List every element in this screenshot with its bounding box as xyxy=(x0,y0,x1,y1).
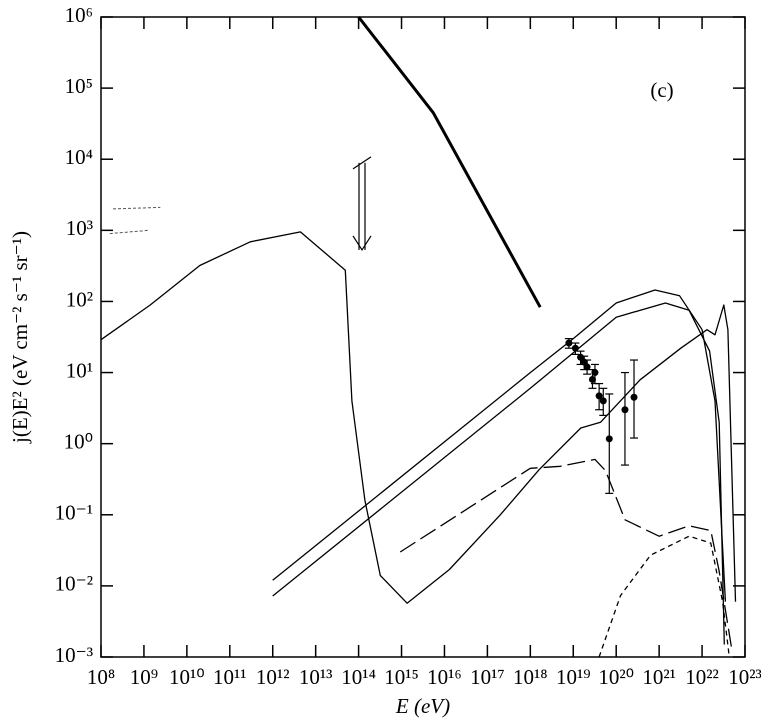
data-point xyxy=(583,363,591,371)
data-point xyxy=(599,397,607,405)
y-tick-label: 10⁵ xyxy=(65,74,93,98)
curve xyxy=(272,289,727,602)
y-axis-label: j(E)E² (eV cm⁻² s⁻¹ sr⁻¹) xyxy=(8,231,32,444)
data-point xyxy=(605,435,613,443)
y-tick-label: 10¹ xyxy=(66,358,93,382)
curve xyxy=(598,535,730,658)
data-point xyxy=(621,406,629,414)
x-tick-label: 10¹³ xyxy=(299,665,333,689)
x-tick-label: 10²³ xyxy=(728,665,761,689)
y-tick-label: 10⁰ xyxy=(64,429,93,453)
y-tick-label: 10⁻¹ xyxy=(55,501,93,525)
x-tick-label: 10¹⁸ xyxy=(513,665,548,689)
x-tick-label: 10¹⁵ xyxy=(384,665,419,689)
y-tick-label: 10⁶ xyxy=(65,3,93,27)
x-axis-label: E (eV) xyxy=(395,694,450,718)
x-tick-label: 10¹⁰ xyxy=(169,665,205,689)
y-tick-label: 10⁻³ xyxy=(55,643,93,667)
data-point xyxy=(595,392,603,400)
x-tick-label: 10¹⁴ xyxy=(341,665,376,689)
curve xyxy=(272,302,725,645)
plot-frame xyxy=(100,16,746,658)
x-tick-label: 10¹⁹ xyxy=(556,665,591,689)
data-point xyxy=(591,369,599,377)
upper-limit-arrow xyxy=(352,235,372,252)
y-tick-label: 10⁻² xyxy=(55,572,93,596)
data-point xyxy=(571,344,579,352)
x-tick-label: 10¹¹ xyxy=(213,665,247,689)
x-tick-label: 10¹⁷ xyxy=(470,665,505,689)
x-tick-label: 10⁸ xyxy=(87,665,115,689)
data-point xyxy=(577,353,585,361)
annotation: (c) xyxy=(650,78,673,102)
upper-limit-bar xyxy=(352,156,372,170)
x-tick-label: 10¹² xyxy=(256,665,290,689)
x-tick-label: 10²⁰ xyxy=(598,665,634,689)
x-tick-label: 10²² xyxy=(685,665,719,689)
y-tick-label: 10⁴ xyxy=(65,145,93,169)
y-tick-label: 10³ xyxy=(66,216,93,240)
data-point xyxy=(565,339,573,347)
data-point xyxy=(588,375,596,383)
x-tick-label: 10²¹ xyxy=(642,665,676,689)
data-point xyxy=(630,393,638,401)
curve xyxy=(357,16,542,308)
curve xyxy=(109,229,149,235)
y-tick-label: 10² xyxy=(66,287,93,311)
x-tick-label: 10¹⁶ xyxy=(427,665,462,689)
curve xyxy=(100,231,737,604)
curve xyxy=(399,458,733,652)
x-tick-label: 10⁹ xyxy=(130,665,158,689)
curve xyxy=(112,206,161,210)
